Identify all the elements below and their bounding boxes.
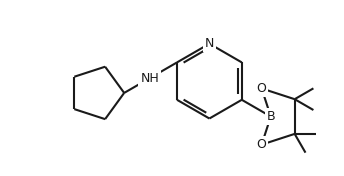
Text: O: O (257, 138, 267, 151)
Text: B: B (267, 110, 275, 123)
Text: NH: NH (140, 72, 159, 85)
Text: O: O (257, 82, 267, 95)
Text: N: N (205, 37, 214, 50)
